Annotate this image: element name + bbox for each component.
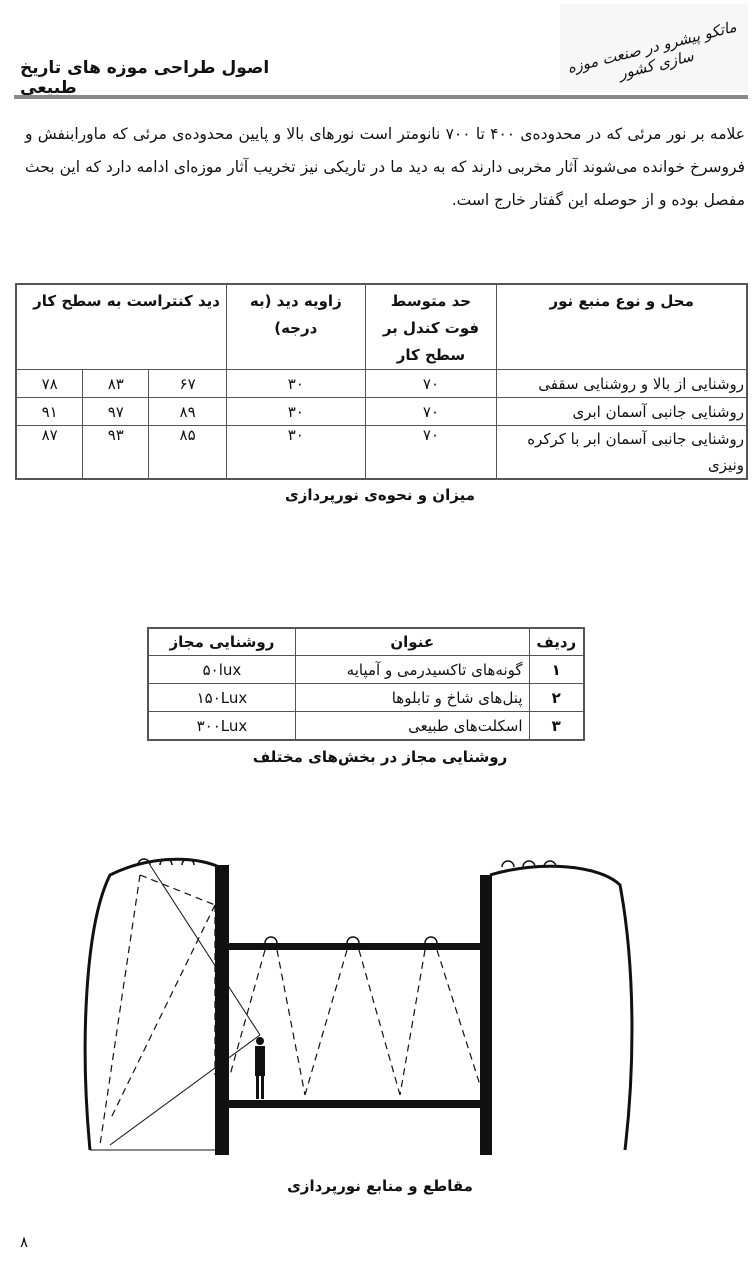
cell-contrast: ۹۱ xyxy=(15,397,84,426)
cell-contrast: ۹۳ xyxy=(82,425,150,480)
left-roof-lamps xyxy=(137,858,195,866)
document-title: اصول طراحی موزه های تاریخ طبیعی xyxy=(20,58,270,98)
header-divider xyxy=(14,95,748,99)
left-wall xyxy=(215,865,229,1155)
cell-lux: ۵۰lux xyxy=(147,655,296,684)
table2-caption: روشنایی مجاز در بخش‌های مختلف xyxy=(252,748,508,766)
header-title: عنوان xyxy=(294,627,530,656)
cell-contrast: ۸۹ xyxy=(148,397,227,426)
table-header-row: ردیف عنوان روشنایی مجاز xyxy=(147,627,585,656)
header-contrast: دید کنتراست به سطح کار xyxy=(15,283,227,370)
cell-angle: ۳۰ xyxy=(225,397,366,426)
cell-contrast: ۸۷ xyxy=(15,425,84,480)
left-light-rays xyxy=(99,874,216,1146)
left-roof-curve xyxy=(83,857,226,1151)
header-footcandle: حد متوسط فوت کندل بر سطح کار xyxy=(364,283,498,370)
cell-contrast: ۷۸ xyxy=(15,369,84,398)
page-number: ۸ xyxy=(20,1233,29,1251)
cell-title: اسکلت‌های طبیعی xyxy=(294,711,530,741)
logo-text: ماتکو پیشرو در صنعت موزه سازی کشور xyxy=(565,17,739,83)
header-lux: روشنایی مجاز xyxy=(147,627,296,656)
table-header-row: محل و نوع منبع نور حد متوسط فوت کندل بر … xyxy=(15,283,748,370)
ceiling-lamps xyxy=(264,936,438,944)
right-roof-lamps xyxy=(501,860,557,868)
table-row: روشنایی جانبی آسمان ابری ۷۰ ۳۰ ۸۹ ۹۷ ۹۱ xyxy=(15,397,748,426)
cell-angle: ۳۰ xyxy=(225,425,366,480)
cell-contrast: ۶۷ xyxy=(148,369,227,398)
cell-footcandle: ۷۰ xyxy=(364,397,498,426)
cell-footcandle: ۷۰ xyxy=(364,369,498,398)
cell-lux: ۳۰۰Lux xyxy=(147,711,296,741)
ceiling-beam xyxy=(229,943,491,950)
cell-number: ۳ xyxy=(528,711,585,741)
cell-lux: ۱۵۰Lux xyxy=(147,683,296,712)
cell-title: پنل‌های شاخ و تابلوها xyxy=(294,683,530,712)
cell-footcandle: ۷۰ xyxy=(364,425,498,480)
header-row-number: ردیف xyxy=(528,627,585,656)
cell-source: روشنایی جانبی آسمان ابری xyxy=(496,397,748,426)
floor-slab xyxy=(229,1100,491,1108)
cell-number: ۲ xyxy=(528,683,585,712)
lighting-section-diagram xyxy=(83,857,634,1155)
right-roof-curve xyxy=(489,864,634,1151)
cell-source: روشنایی از بالا و روشنایی سقفی xyxy=(496,369,748,398)
header-angle: زاویه دید (به درجه) xyxy=(225,283,366,370)
header-source: محل و نوع منبع نور xyxy=(496,283,748,370)
cell-contrast: ۹۷ xyxy=(82,397,150,426)
cell-source: روشنایی جانبی آسمان ابر با کرکره ونیزی xyxy=(496,425,748,480)
table1-caption: میزان و نحوه‌ی نورپردازی xyxy=(285,486,475,504)
cell-angle: ۳۰ xyxy=(225,369,366,398)
table-row: ۱ گونه‌های تاکسیدرمی و آمپایه ۵۰lux xyxy=(147,655,585,684)
cell-title: گونه‌های تاکسیدرمی و آمپایه xyxy=(294,655,530,684)
logo: ماتکو پیشرو در صنعت موزه سازی کشور xyxy=(560,4,748,92)
table-row: روشنایی از بالا و روشنایی سقفی ۷۰ ۳۰ ۶۷ … xyxy=(15,369,748,398)
ceiling-light-cones xyxy=(229,949,481,1096)
cell-contrast: ۸۳ xyxy=(82,369,150,398)
lighting-table: محل و نوع منبع نور حد متوسط فوت کندل بر … xyxy=(15,283,748,480)
table-row: ۳ اسکلت‌های طبیعی ۳۰۰Lux xyxy=(147,711,585,741)
cell-number: ۱ xyxy=(528,655,585,684)
cell-contrast: ۸۵ xyxy=(148,425,227,480)
right-wall xyxy=(480,875,492,1155)
person-figure xyxy=(255,1037,265,1099)
table-row: ۲ پنل‌های شاخ و تابلوها ۱۵۰Lux xyxy=(147,683,585,712)
sight-line xyxy=(149,864,261,1036)
body-paragraph: علامه بر نور مرئی که در محدوده‌ی ۴۰۰ تا … xyxy=(25,125,746,209)
table-row: روشنایی جانبی آسمان ابر با کرکره ونیزی ۷… xyxy=(15,425,748,480)
allowed-lighting-table: ردیف عنوان روشنایی مجاز ۱ گونه‌های تاکسی… xyxy=(147,627,585,741)
figure-caption: مقاطع و منابع نورپردازی xyxy=(287,1177,473,1195)
